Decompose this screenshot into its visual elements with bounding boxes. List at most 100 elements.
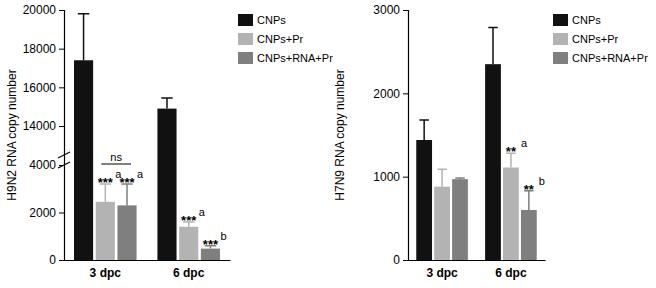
legend-label: CNPs+RNA+Pr <box>257 52 333 64</box>
y-tick-mark <box>403 260 408 261</box>
y-tick-label: 2000 <box>373 87 400 101</box>
y-tick: 0 <box>49 253 64 267</box>
y-tick-label: 16000 <box>23 81 57 95</box>
x-tick: 6 dpc <box>173 260 205 280</box>
error-bar <box>161 98 172 109</box>
legend-swatch <box>553 33 568 45</box>
y-tick-label: 18000 <box>23 42 57 56</box>
x-tick-label: 3 dpc <box>90 266 122 280</box>
x-axis-line <box>409 260 546 261</box>
error-bar <box>488 28 497 65</box>
panel: 0 1000 2000 3000 H7N9 RNA copy number 3 dpc 6 … <box>333 3 648 279</box>
legend: CNPs CNPs+Pr CNPs+RNA+Pr <box>553 14 648 64</box>
legend: CNPs CNPs+Pr CNPs+RNA+Pr <box>238 14 333 64</box>
bar <box>485 64 501 260</box>
legend-item: CNPs+RNA+Pr <box>553 52 648 64</box>
plot-area <box>416 28 536 261</box>
error-bar <box>78 14 89 60</box>
y-axis-title: H7N9 RNA copy number <box>333 69 347 200</box>
x-tick-label: 6 dpc <box>173 266 205 280</box>
y-tick: 1000 <box>373 170 408 184</box>
panel: 0 2000 4000 14000 16000 18000 20000 H9N2 RNA co… <box>5 3 333 279</box>
comparison-label: ns <box>110 151 122 163</box>
y-tick-mark <box>403 177 408 178</box>
y-tick-mark <box>59 10 64 11</box>
error-bar <box>437 169 446 187</box>
y-tick-label: 0 <box>393 253 400 267</box>
x-axis: 3 dpc 6 dpc <box>409 260 546 280</box>
y-tick-label: 20000 <box>23 3 57 17</box>
x-tick: 6 dpc <box>495 260 527 280</box>
significance-stars: *** <box>98 175 114 190</box>
legend-item: CNPs+Pr <box>553 33 618 45</box>
legend-item: CNPs+RNA+Pr <box>238 52 333 64</box>
axis-break <box>58 162 70 168</box>
legend-label: CNPs+Pr <box>572 33 618 45</box>
legend-swatch <box>553 14 568 26</box>
significance-letter: b <box>220 230 226 242</box>
bar <box>503 168 519 261</box>
legend-item: CNPs+Pr <box>238 33 303 45</box>
y-axis-title: H9N2 RNA copy number <box>5 69 19 200</box>
bar <box>434 187 450 260</box>
legend-item: CNPs <box>553 14 601 26</box>
legend-swatch <box>238 33 253 45</box>
y-axis: 0 2000 4000 14000 16000 18000 20000 <box>23 3 65 267</box>
x-tick-label: 6 dpc <box>495 266 527 280</box>
y-tick-label: 0 <box>49 253 56 267</box>
y-tick-label: 2000 <box>29 206 56 220</box>
figure: 02000400014000160001800020000H9N2 RNA co… <box>0 0 656 288</box>
legend-label: CNPs <box>572 14 601 26</box>
y-tick-label: 14000 <box>23 119 57 133</box>
x-axis-line <box>65 260 231 261</box>
y-tick: 4000 <box>29 158 64 172</box>
y-tick: 20000 <box>23 3 64 17</box>
y-tick: 2000 <box>29 206 64 220</box>
significance-stars: *** <box>181 213 197 228</box>
y-tick-label: 3000 <box>373 3 400 17</box>
y-tick-mark <box>403 93 408 94</box>
y-tick-mark <box>59 49 64 50</box>
bar <box>74 60 93 260</box>
y-tick: 16000 <box>23 81 64 95</box>
y-tick: 18000 <box>23 42 64 56</box>
bar <box>452 179 468 260</box>
significance-letter: a <box>521 137 528 149</box>
legend-label: CNPs+Pr <box>257 33 303 45</box>
bar <box>521 210 537 260</box>
comparison-line <box>101 164 131 165</box>
legend-swatch <box>238 14 253 26</box>
x-tick: 3 dpc <box>426 260 458 280</box>
y-tick-mark <box>403 10 408 11</box>
y-tick-mark <box>59 213 64 214</box>
y-tick-label: 1000 <box>373 170 400 184</box>
bar <box>416 140 432 260</box>
y-axis-line <box>403 11 409 261</box>
x-tick: 3 dpc <box>90 260 122 280</box>
significance-letter: a <box>137 168 144 180</box>
legend-label: CNPs+RNA+Pr <box>572 52 648 64</box>
y-axis: 0 1000 2000 3000 <box>373 3 408 267</box>
significance-stars: *** <box>203 237 219 252</box>
bar <box>157 109 176 260</box>
y-tick-mark <box>59 87 64 88</box>
bar <box>96 202 115 260</box>
axis-break <box>58 152 70 158</box>
x-axis: 3 dpc 6 dpc <box>65 260 231 280</box>
legend-label: CNPs <box>257 14 286 26</box>
bar <box>117 205 136 260</box>
y-tick: 14000 <box>23 119 64 133</box>
legend-item: CNPs <box>238 14 286 26</box>
significance-letter: b <box>539 175 545 187</box>
y-tick-mark <box>59 260 64 261</box>
legend-swatch <box>553 52 568 64</box>
y-axis-line <box>59 11 65 261</box>
error-bar <box>419 120 428 140</box>
plot-area <box>74 14 220 260</box>
y-tick: 2000 <box>373 87 408 101</box>
significance-stars: ** <box>506 144 517 159</box>
y-tick: 0 <box>393 253 408 267</box>
y-tick: 3000 <box>373 3 408 17</box>
significance-stars: *** <box>119 175 135 190</box>
y-tick-label: 4000 <box>29 158 56 172</box>
